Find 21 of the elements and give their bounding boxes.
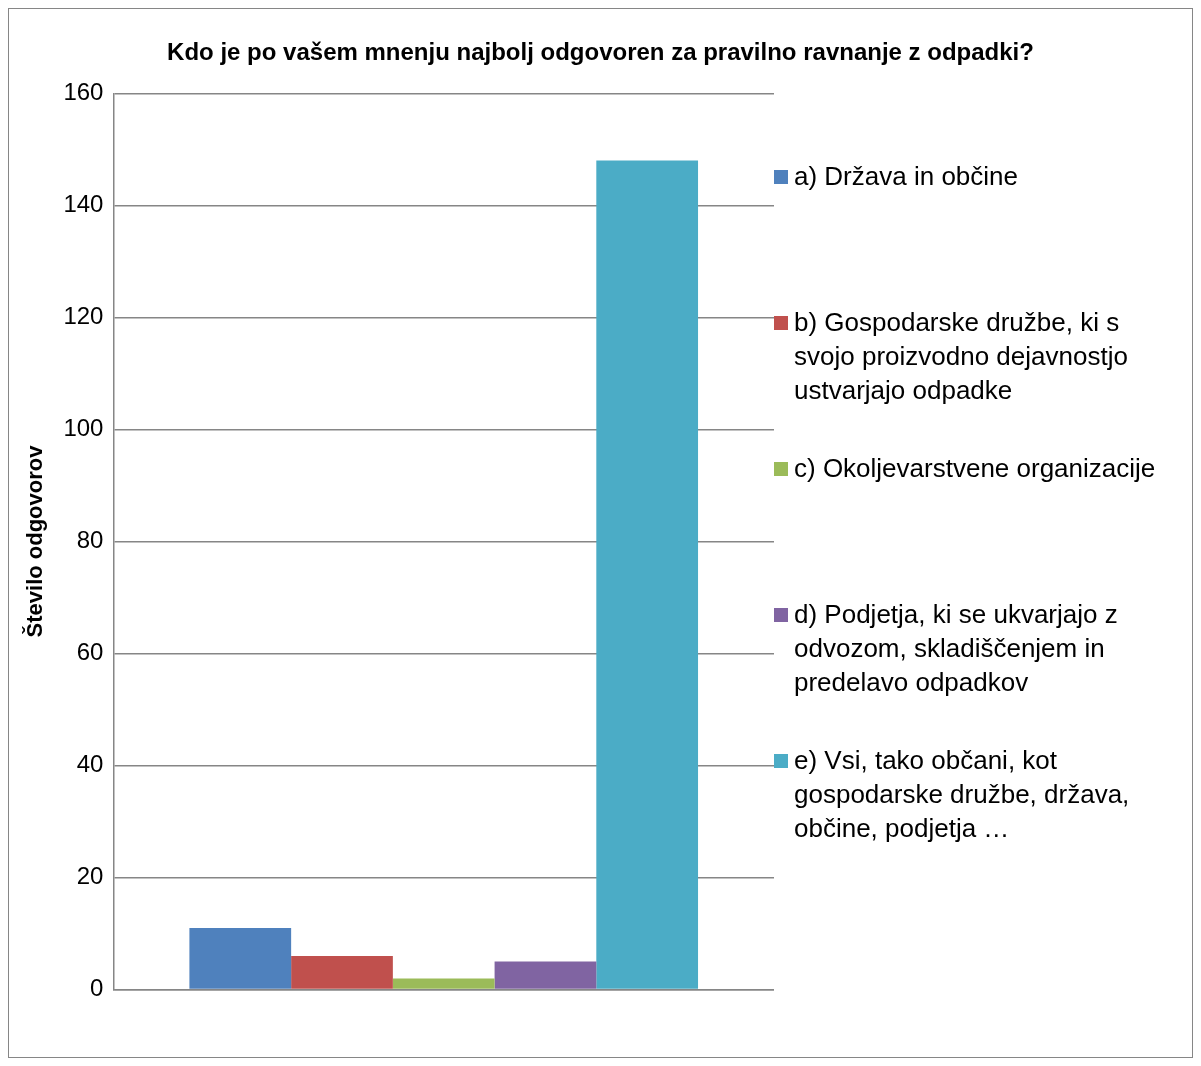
legend-label: d) Podjetja, ki se ukvarjajo z odvozom, skladiščenjem in predelavo odpadkov xyxy=(794,598,1119,699)
y-tick-label: 60 xyxy=(76,638,104,666)
bar xyxy=(291,955,393,989)
legend-label: c) Okoljevarstvene organizacije xyxy=(794,452,1157,485)
y-tick-label: 100 xyxy=(63,414,104,442)
y-tick-label: 40 xyxy=(76,750,104,778)
y-axis-title: Število odgovorov xyxy=(22,444,48,638)
bar xyxy=(189,927,292,989)
y-tick-label: 0 xyxy=(90,974,104,1002)
bar xyxy=(494,961,597,989)
legend-label: e) Vsi, tako občani, kot gospodarske družbe, država, občine, podjetja … xyxy=(794,744,1131,845)
y-tick-label: 20 xyxy=(76,862,104,890)
bar xyxy=(596,160,699,989)
y-tick-label: 140 xyxy=(63,190,104,218)
chart-title: Kdo je po vašem mnenju najbolj odgovoren za pravilno ravnanje z odpadki? xyxy=(166,37,1035,67)
legend-label: b) Gospodarske družbe, ki s svojo proizvodno dejavnostjo ustvarjajo odpadke xyxy=(794,306,1129,407)
y-tick-label: 120 xyxy=(63,302,104,330)
legend-label: a) Država in občine xyxy=(794,160,1019,193)
y-tick-label: 80 xyxy=(76,526,104,554)
y-tick-label: 160 xyxy=(63,78,104,106)
bar xyxy=(392,978,495,989)
